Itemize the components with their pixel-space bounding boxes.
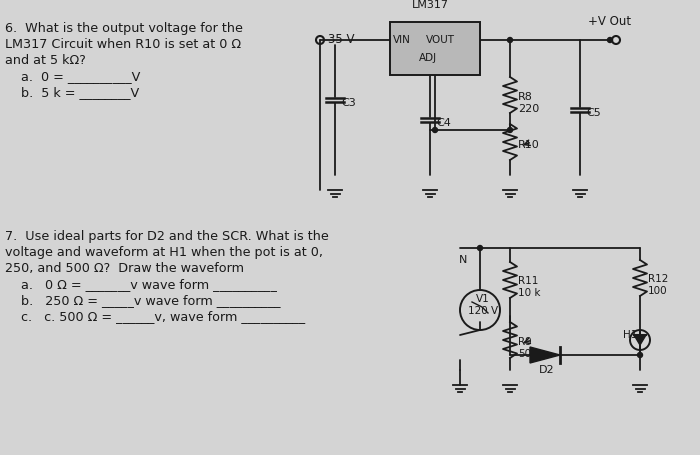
Polygon shape <box>634 335 646 345</box>
Text: LM317 Circuit when R10 is set at 0 Ω: LM317 Circuit when R10 is set at 0 Ω <box>5 38 241 51</box>
Text: R12
100: R12 100 <box>648 274 668 296</box>
Text: b.   250 Ω = _____v wave form __________: b. 250 Ω = _____v wave form __________ <box>5 294 281 307</box>
Text: C5: C5 <box>586 108 601 118</box>
Circle shape <box>508 37 512 42</box>
Text: C4: C4 <box>436 118 451 128</box>
Text: 6.  What is the output voltage for the: 6. What is the output voltage for the <box>5 22 243 35</box>
Bar <box>390 22 480 75</box>
Text: 250, and 500 Ω?  Draw the waveform: 250, and 500 Ω? Draw the waveform <box>5 262 244 275</box>
Text: and at 5 kΩ?: and at 5 kΩ? <box>5 54 86 67</box>
Text: C3: C3 <box>341 98 356 108</box>
Text: voltage and waveform at H1 when the pot is at 0,: voltage and waveform at H1 when the pot … <box>5 246 323 259</box>
Text: 35 V: 35 V <box>328 33 354 46</box>
Circle shape <box>608 37 612 42</box>
Text: b.  5 k = ________V: b. 5 k = ________V <box>5 86 139 99</box>
Text: a.  0 = __________V: a. 0 = __________V <box>5 70 141 83</box>
Circle shape <box>433 127 438 132</box>
Text: R9
500: R9 500 <box>518 337 538 359</box>
Text: V1
120 V: V1 120 V <box>468 294 498 316</box>
Circle shape <box>508 127 512 132</box>
Polygon shape <box>530 347 560 363</box>
Text: VIN: VIN <box>393 35 411 45</box>
Text: VOUT: VOUT <box>426 35 455 45</box>
Circle shape <box>638 353 643 358</box>
Text: ADJ: ADJ <box>419 53 437 63</box>
Text: U3
LM317: U3 LM317 <box>412 0 449 10</box>
Text: R10: R10 <box>518 140 540 150</box>
Text: R8
220: R8 220 <box>518 92 539 114</box>
Text: +V Out: +V Out <box>588 15 631 28</box>
Text: H1: H1 <box>623 330 638 340</box>
Text: 7.  Use ideal parts for D2 and the SCR. What is the: 7. Use ideal parts for D2 and the SCR. W… <box>5 230 329 243</box>
Text: c.   c. 500 Ω = ______v, wave form __________: c. c. 500 Ω = ______v, wave form _______… <box>5 310 305 323</box>
Text: R11
10 k: R11 10 k <box>518 276 540 298</box>
Text: a.   0 Ω = _______v wave form __________: a. 0 Ω = _______v wave form __________ <box>5 278 277 291</box>
Text: D2: D2 <box>539 365 555 375</box>
Text: N: N <box>459 255 468 265</box>
Circle shape <box>477 246 482 251</box>
